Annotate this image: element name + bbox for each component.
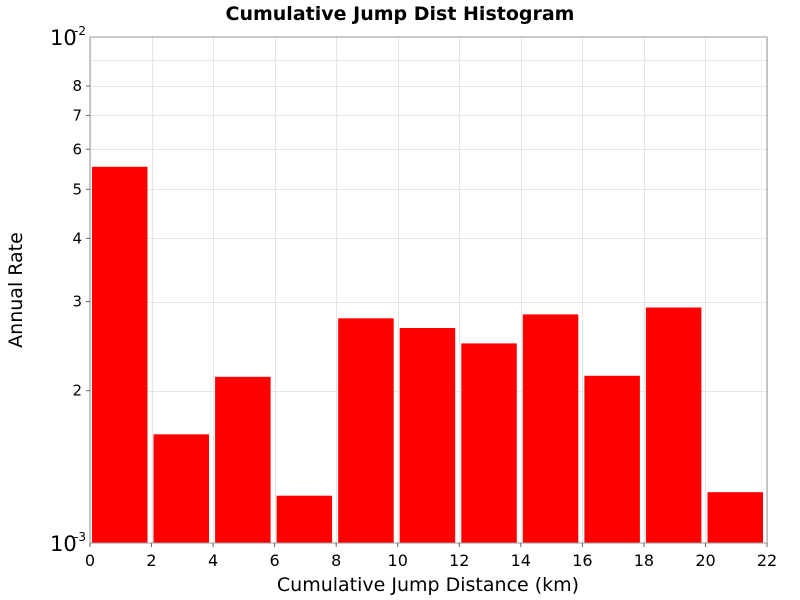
bar-7 [522, 314, 579, 543]
y-major-tick-exp-0: -3 [74, 530, 86, 544]
y-minor-tick-label-5: 7 [72, 106, 82, 124]
x-tick-label-8: 16 [572, 551, 592, 570]
bar-8 [584, 375, 640, 543]
chart-title: Cumulative Jump Dist Histogram [226, 3, 575, 25]
bar-2 [215, 376, 271, 543]
bar-5 [399, 328, 456, 543]
bar-10 [707, 492, 763, 543]
y-minor-tick-label-1: 3 [72, 293, 82, 311]
y-minor-tick-label-6: 8 [72, 77, 82, 95]
y-major-tick-exp-1: -2 [74, 24, 86, 38]
y-minor-tick-label-3: 5 [72, 180, 82, 198]
bar-3 [276, 495, 333, 543]
x-tick-label-11: 22 [757, 551, 777, 570]
x-axis-label: Cumulative Jump Distance (km) [277, 574, 579, 596]
plot-frame [89, 36, 768, 544]
bar-4 [338, 318, 394, 543]
x-tick-label-10: 20 [695, 551, 715, 570]
y-major-tick-label-0: 10-3 [50, 530, 86, 556]
x-tick-label-2: 4 [208, 551, 218, 570]
x-axis-ticks: 0 2 4 6 8 10 12 14 16 18 20 22 [85, 543, 777, 570]
x-tick-label-6: 12 [449, 551, 469, 570]
bars [92, 166, 763, 544]
bar-1 [153, 434, 209, 543]
bar-9 [645, 307, 702, 543]
x-tick-label-0: 0 [85, 551, 95, 570]
y-axis-label: Annual Rate [5, 232, 27, 348]
bar-6 [461, 343, 517, 543]
y-minor-tick-label-4: 6 [72, 140, 82, 158]
y-major-tick-base-1: 10 [50, 26, 77, 50]
x-tick-label-9: 18 [634, 551, 654, 570]
y-minor-tick-label-2: 4 [72, 229, 82, 247]
x-tick-label-4: 8 [331, 551, 341, 570]
x-tick-label-7: 14 [511, 551, 531, 570]
y-major-tick-base-0: 10 [50, 532, 77, 556]
bar-0 [92, 166, 148, 544]
x-tick-label-1: 2 [146, 551, 156, 570]
x-tick-label-5: 10 [388, 551, 408, 570]
x-tick-label-3: 6 [270, 551, 280, 570]
y-major-tick-label-1: 10-2 [50, 24, 86, 50]
y-minor-tick-label-0: 2 [72, 382, 82, 400]
